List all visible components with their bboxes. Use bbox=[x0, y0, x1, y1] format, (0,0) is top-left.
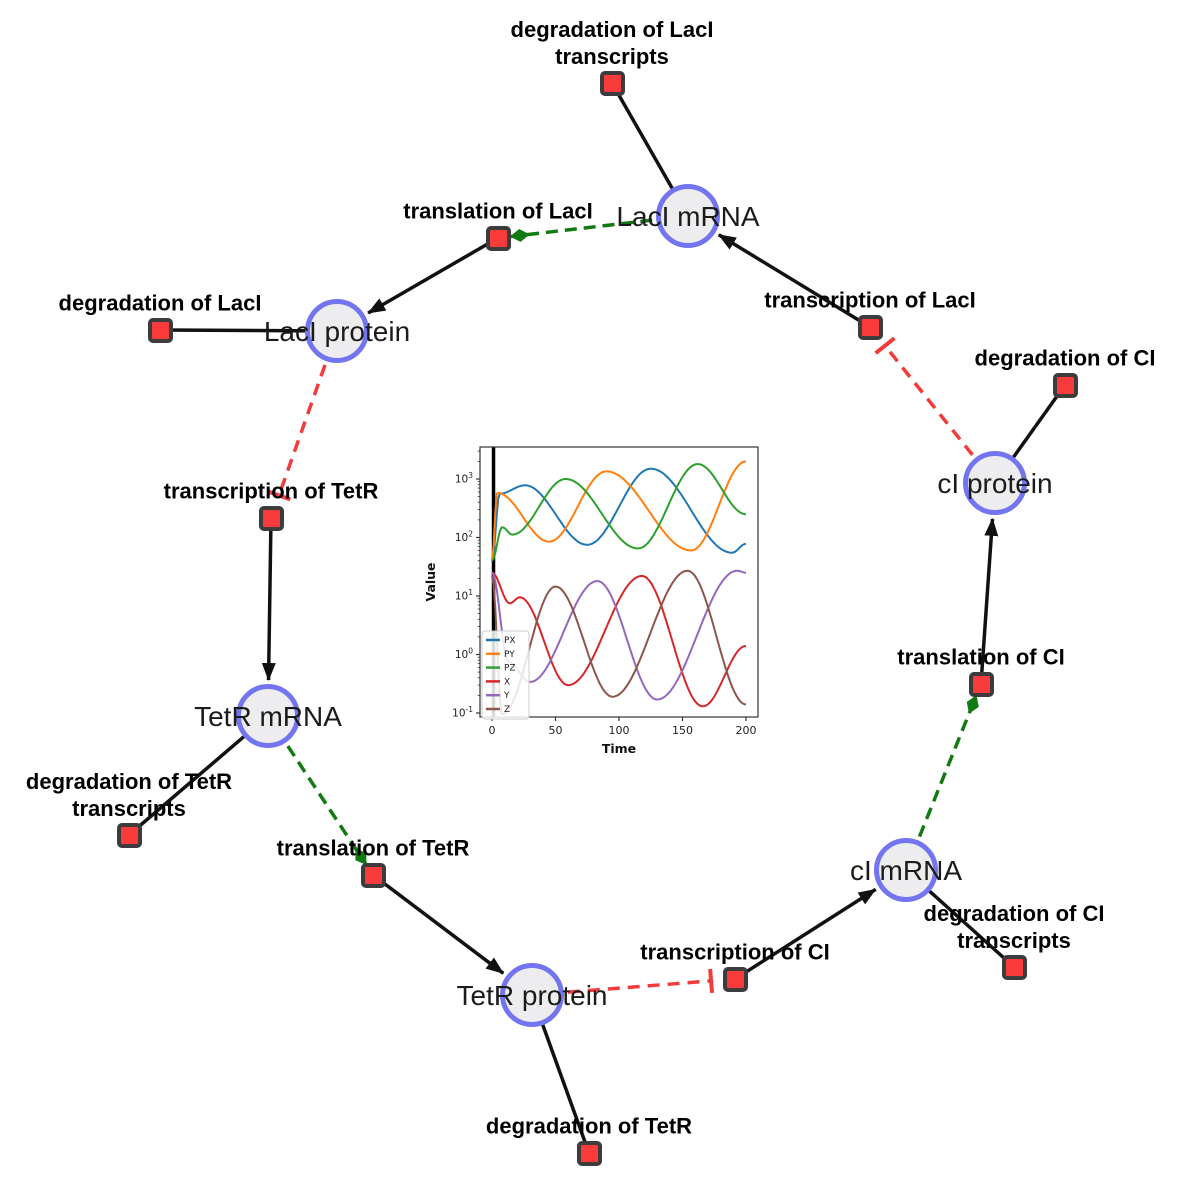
series-Y bbox=[491, 569, 747, 701]
deg-tetr-tx-label-line: transcripts bbox=[72, 795, 186, 821]
tx-ci-label: transcription of CI bbox=[640, 939, 829, 966]
edge-transl-ci-ci-protein bbox=[979, 517, 999, 685]
legend-label-PX: PX bbox=[504, 636, 516, 646]
laci-protein-label: LacI protein bbox=[263, 316, 411, 347]
y-tick-label: 103 bbox=[455, 471, 473, 486]
edge-tx-ci-ci-mrna bbox=[734, 887, 877, 981]
y-tick-label: 102 bbox=[455, 530, 473, 545]
reaction-deg-tetr-tx[interactable] bbox=[116, 822, 142, 848]
tx-laci-label-line: transcription of LacI bbox=[764, 287, 976, 313]
tx-tetr-label-line: transcription of TetR bbox=[163, 478, 379, 504]
x-tick-label: 200 bbox=[736, 724, 757, 737]
x-axis-label: Time bbox=[602, 741, 636, 756]
legend-label-Y: Y bbox=[503, 691, 510, 701]
x-tick-label: 150 bbox=[672, 724, 693, 737]
deg-ci-label-line: degradation of CI bbox=[974, 345, 1156, 371]
edge-ci-mrna-transl-ci bbox=[917, 695, 979, 838]
y-axis-label: Value bbox=[423, 562, 438, 601]
reaction-transl-ci[interactable] bbox=[968, 671, 994, 697]
reaction-deg-laci[interactable] bbox=[147, 317, 173, 343]
tetr-mrna-label: TetR mRNA bbox=[194, 701, 342, 732]
transl-laci-label: translation of LacI bbox=[403, 198, 592, 225]
laci-mrna-label: LacI mRNA bbox=[616, 201, 760, 232]
deg-ci-tx-label-line: degradation of CI bbox=[923, 900, 1105, 926]
transl-ci-label: translation of CI bbox=[897, 644, 1064, 671]
deg-laci-tx-label-line: degradation of LacI bbox=[510, 16, 714, 42]
deg-ci-label: degradation of CI bbox=[975, 345, 1156, 372]
reaction-transl-laci[interactable] bbox=[485, 225, 511, 251]
deg-ci-tx-label: degradation of CI transcripts bbox=[924, 900, 1105, 954]
deg-laci-tx-label-line: transcripts bbox=[555, 43, 669, 69]
x-tick-label: 100 bbox=[609, 724, 630, 737]
transl-ci-label-line: translation of CI bbox=[897, 644, 1065, 670]
edge-transl-laci-laci-protein bbox=[367, 236, 499, 315]
deg-tetr-label: degradation of TetR bbox=[486, 1113, 692, 1140]
legend-label-X: X bbox=[504, 677, 510, 687]
series-PX bbox=[491, 467, 747, 562]
edge-transl-tetr-tetr-protein bbox=[371, 873, 505, 975]
edge-tetr-protein-tx-ci bbox=[567, 968, 715, 994]
series-Z bbox=[491, 569, 747, 716]
ci-mrna-label: cI mRNA bbox=[850, 855, 962, 886]
species-tetr-protein[interactable] bbox=[500, 963, 564, 1027]
transl-tetr-label-line: translation of TetR bbox=[276, 835, 470, 861]
edge-ci-protein-tx-laci bbox=[874, 336, 974, 457]
reaction-deg-ci-tx[interactable] bbox=[1001, 954, 1027, 980]
species-laci-mrna[interactable] bbox=[656, 184, 720, 248]
species-laci-protein[interactable] bbox=[305, 299, 369, 363]
deg-tetr-tx-label-line: degradation of TetR bbox=[25, 768, 233, 794]
deg-laci-label: degradation of LacI bbox=[59, 290, 262, 317]
reaction-tx-laci[interactable] bbox=[857, 314, 883, 340]
transl-laci-label-line: translation of LacI bbox=[403, 198, 593, 224]
legend-label-PY: PY bbox=[504, 650, 515, 660]
edge-tetr-mrna-transl-tetr bbox=[286, 745, 368, 866]
deg-tetr-tx-label: degradation of TetR transcripts bbox=[26, 768, 232, 822]
deg-ci-tx-label-line: transcripts bbox=[957, 927, 1071, 953]
deg-laci-tx-label: degradation of LacI transcripts bbox=[511, 16, 714, 70]
edge-laci-protein-tx-tetr bbox=[267, 364, 327, 502]
reaction-deg-ci[interactable] bbox=[1052, 372, 1078, 398]
x-tick-label: 0 bbox=[489, 724, 496, 737]
legend: PX PY PZ XYZ bbox=[481, 630, 530, 720]
reaction-deg-tetr[interactable] bbox=[576, 1140, 602, 1166]
y-tick-label: 101 bbox=[455, 588, 473, 603]
reaction-transl-tetr[interactable] bbox=[360, 862, 386, 888]
x-tick-label: 50 bbox=[549, 724, 563, 737]
edge-tx-tetr-tetr-mrna bbox=[261, 517, 276, 682]
species-ci-protein[interactable] bbox=[963, 451, 1027, 515]
tetr-protein-label: TetR protein bbox=[456, 980, 608, 1011]
tx-ci-label-line: transcription of CI bbox=[640, 939, 830, 965]
species-tetr-mrna[interactable] bbox=[236, 684, 300, 748]
tx-laci-label: transcription of LacI bbox=[764, 287, 975, 314]
series-PY bbox=[491, 460, 747, 561]
series-X bbox=[491, 571, 747, 708]
legend-label-PZ: PZ bbox=[504, 664, 516, 674]
edge-tx-laci-laci-mrna bbox=[717, 233, 871, 329]
y-tick-label: 10-1 bbox=[452, 705, 473, 720]
species-ci-mrna[interactable] bbox=[874, 838, 938, 902]
y-tick-label: 100 bbox=[455, 647, 473, 662]
series-PZ bbox=[491, 463, 747, 562]
plot-area bbox=[491, 447, 747, 717]
ci-protein-label: cI protein bbox=[937, 468, 1053, 499]
transl-tetr-label: translation of TetR bbox=[277, 835, 470, 862]
reaction-tx-ci[interactable] bbox=[722, 966, 748, 992]
deg-tetr-label-line: degradation of TetR bbox=[485, 1113, 693, 1139]
reaction-deg-laci-tx[interactable] bbox=[599, 70, 625, 96]
tx-tetr-label: transcription of TetR bbox=[164, 478, 379, 505]
legend-label-Z: Z bbox=[504, 705, 510, 715]
reaction-tx-tetr[interactable] bbox=[258, 505, 284, 531]
deg-laci-label-line: degradation of LacI bbox=[58, 290, 262, 316]
edge-laci-mrna-transl-laci bbox=[509, 218, 653, 242]
